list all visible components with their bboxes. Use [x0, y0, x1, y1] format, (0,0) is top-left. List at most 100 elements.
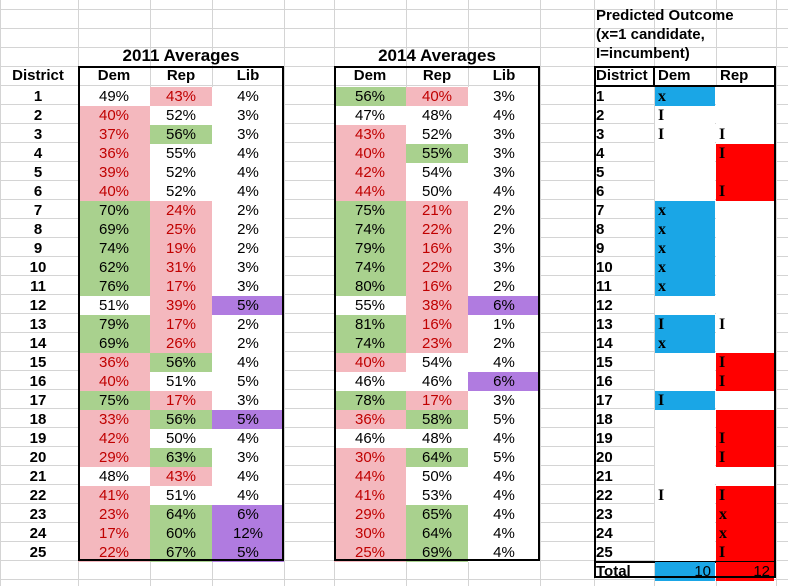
predicted-dem-cell — [655, 296, 715, 315]
avg-2014-lib-cell: 4% — [468, 353, 540, 372]
predicted-dem-cell: x — [655, 201, 715, 220]
avg-2014-dem-cell: 25% — [334, 543, 406, 562]
predicted-rep-cell — [716, 334, 774, 353]
avg-2011-dem-cell: 69% — [78, 334, 150, 353]
predicted-rep-cell — [716, 163, 774, 182]
district-label: 4 — [33, 145, 43, 162]
avg-2011-rep-cell: 64% — [150, 505, 212, 524]
predicted-rep-cell: I — [716, 353, 774, 372]
district-label: 19 — [29, 430, 47, 447]
predicted-dem-cell — [655, 353, 715, 372]
avg-2014-lib-cell: 3% — [468, 144, 540, 163]
predicted-dem-cell: I — [655, 125, 715, 144]
predicted-rep-cell — [716, 239, 774, 258]
avg-2014-lib-cell: 3% — [468, 163, 540, 182]
predicted-dem-cell: x — [655, 258, 715, 277]
avg-2011-dem-cell: 36% — [78, 144, 150, 163]
avg-2011-lib-cell: 2% — [212, 239, 284, 258]
avg-2011-lib-cell: 5% — [212, 372, 284, 391]
avg-2014-lib-cell: 4% — [468, 486, 540, 505]
avg-2014-dem-cell: 36% — [334, 410, 406, 429]
avg-2014-rep-cell: 16% — [406, 239, 468, 258]
avg-2014-rep-cell: 48% — [406, 429, 468, 448]
table-2014-box — [334, 66, 540, 561]
predicted-header-rep: Rep — [720, 67, 749, 84]
avg-2014-lib-cell: 3% — [468, 125, 540, 144]
predicted-rep-cell: I — [716, 144, 774, 163]
predicted-dem-cell: x — [655, 87, 715, 106]
avg-2014-rep-cell: 50% — [406, 182, 468, 201]
predicted-rep-cell — [716, 106, 774, 125]
avg-2011-rep-cell: 51% — [150, 372, 212, 391]
avg-2014-dem-cell: 29% — [334, 505, 406, 524]
table-2011-header-rep: Rep — [166, 67, 196, 84]
avg-2014-lib-cell: 2% — [468, 201, 540, 220]
district-label: 7 — [33, 202, 43, 219]
district-label: 6 — [33, 183, 43, 200]
predicted-dem-cell — [655, 505, 715, 524]
avg-2011-lib-cell: 2% — [212, 201, 284, 220]
avg-2011-dem-cell: 40% — [78, 182, 150, 201]
avg-2011-lib-cell: 3% — [212, 125, 284, 144]
avg-2014-lib-cell: 4% — [468, 543, 540, 562]
avg-2014-rep-cell: 16% — [406, 277, 468, 296]
table-2014-header-dem: Dem — [353, 67, 387, 84]
avg-2014-lib-cell: 4% — [468, 106, 540, 125]
avg-2014-lib-cell: 4% — [468, 524, 540, 543]
predicted-rep-cell — [716, 467, 774, 486]
district-label: 13 — [29, 316, 47, 333]
avg-2014-dem-cell: 42% — [334, 163, 406, 182]
predicted-col-divider-1 — [653, 66, 655, 85]
avg-2011-lib-cell: 4% — [212, 144, 284, 163]
avg-2014-rep-cell: 50% — [406, 467, 468, 486]
predicted-dem-cell: x — [655, 334, 715, 353]
predicted-rep-cell — [716, 410, 774, 429]
avg-2011-rep-cell: 31% — [150, 258, 212, 277]
avg-2011-rep-cell: 55% — [150, 144, 212, 163]
predicted-district-label: 19 — [596, 430, 613, 447]
avg-2014-dem-cell: 80% — [334, 277, 406, 296]
avg-2014-lib-cell: 6% — [468, 296, 540, 315]
predicted-district-label: 18 — [596, 411, 613, 428]
predicted-rep-cell — [716, 391, 774, 410]
district-label: 9 — [33, 240, 43, 257]
avg-2014-rep-cell: 21% — [406, 201, 468, 220]
avg-2014-dem-cell: 41% — [334, 486, 406, 505]
avg-2014-dem-cell: 46% — [334, 372, 406, 391]
avg-2014-dem-cell: 30% — [334, 448, 406, 467]
predicted-district-label: 17 — [596, 392, 613, 409]
avg-2014-rep-cell: 23% — [406, 334, 468, 353]
avg-2014-dem-cell: 74% — [334, 258, 406, 277]
avg-2014-lib-cell: 3% — [468, 391, 540, 410]
avg-2014-dem-cell: 44% — [334, 467, 406, 486]
district-label: 18 — [29, 411, 47, 428]
predicted-rep-cell: I — [716, 486, 774, 505]
avg-2011-lib-cell: 4% — [212, 163, 284, 182]
predicted-rep-cell: x — [716, 505, 774, 524]
avg-2011-lib-cell: 3% — [212, 448, 284, 467]
avg-2014-lib-cell: 2% — [468, 220, 540, 239]
avg-2011-rep-cell: 19% — [150, 239, 212, 258]
district-label: 14 — [29, 335, 47, 352]
predicted-rep-cell — [716, 277, 774, 296]
predicted-header-dem: Dem — [658, 67, 691, 84]
predicted-district-label: 5 — [596, 164, 605, 181]
avg-2011-dem-cell: 23% — [78, 505, 150, 524]
avg-2011-lib-cell: 4% — [212, 429, 284, 448]
predicted-district-label: 22 — [596, 487, 613, 504]
district-label: 10 — [29, 259, 47, 276]
avg-2011-rep-cell: 52% — [150, 106, 212, 125]
avg-2014-rep-cell: 55% — [406, 144, 468, 163]
avg-2011-lib-cell: 2% — [212, 334, 284, 353]
avg-2014-dem-cell: 74% — [334, 334, 406, 353]
avg-2011-dem-cell: 79% — [78, 315, 150, 334]
avg-2011-dem-cell: 22% — [78, 543, 150, 562]
predicted-rep-cell: I — [716, 125, 774, 144]
avg-2014-rep-cell: 69% — [406, 543, 468, 562]
predicted-district-label: 10 — [596, 259, 613, 276]
avg-2014-lib-cell: 1% — [468, 315, 540, 334]
avg-2011-lib-cell: 4% — [212, 486, 284, 505]
avg-2011-lib-cell: 6% — [212, 505, 284, 524]
district-label: 12 — [29, 297, 47, 314]
avg-2011-dem-cell: 51% — [78, 296, 150, 315]
